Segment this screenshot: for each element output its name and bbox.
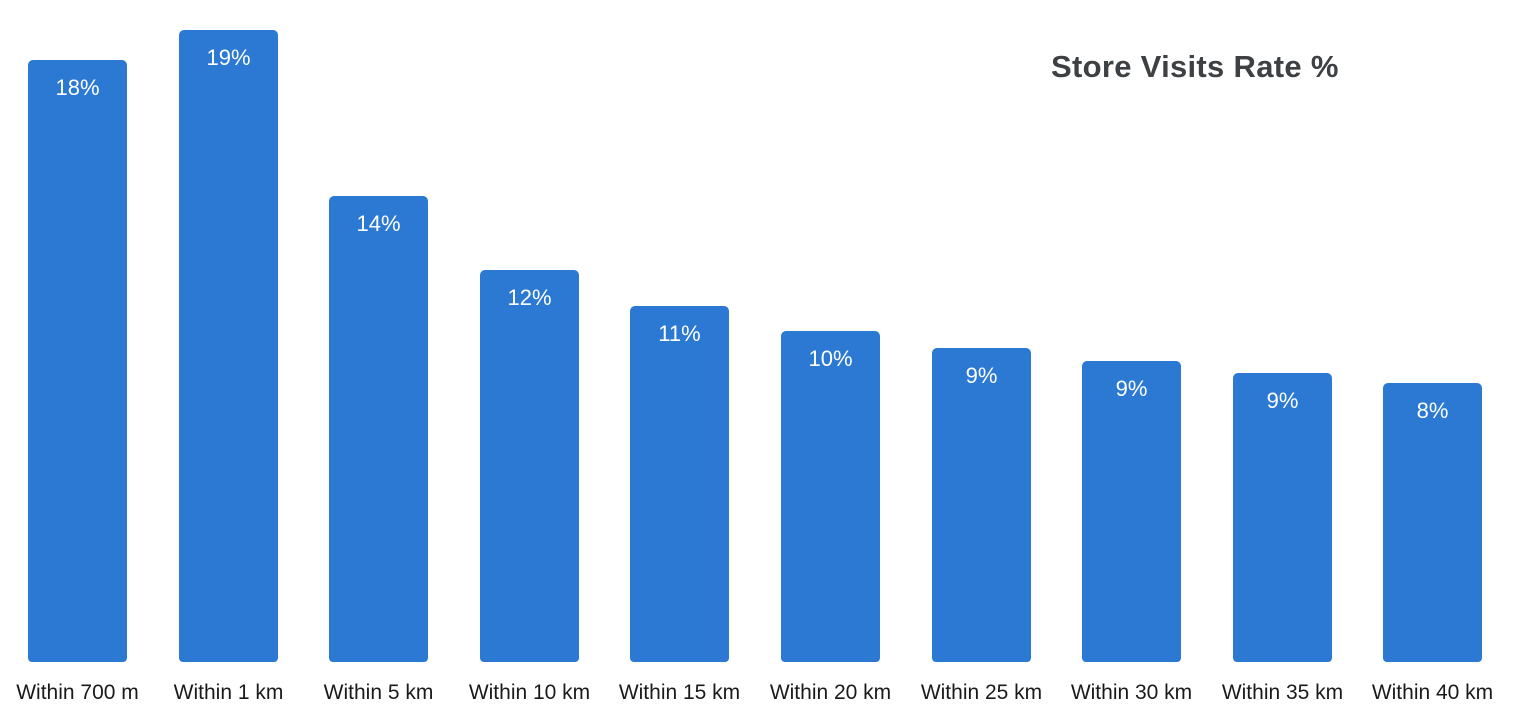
- bar-within-10-km[interactable]: 12%: [480, 270, 579, 662]
- x-axis-label: Within 20 km: [769, 681, 892, 704]
- x-axis-label: Within 30 km: [1070, 681, 1193, 704]
- bar-within-40-km[interactable]: 8%: [1383, 383, 1482, 662]
- bar-value-label: 8%: [1416, 398, 1449, 423]
- chart-title: Store Visits Rate %: [1051, 49, 1339, 84]
- bar-within-700-m[interactable]: 18%: [28, 60, 127, 662]
- bar-within-15-km[interactable]: 11%: [630, 306, 729, 662]
- x-axis-label: Within 15 km: [618, 681, 741, 704]
- bar-value-label: 9%: [1115, 376, 1148, 401]
- bar-value-label: 9%: [965, 363, 998, 388]
- x-axis-label: Within 35 km: [1221, 681, 1344, 704]
- bar-value-label: 14%: [356, 211, 401, 236]
- x-axis-label: Within 10 km: [468, 681, 591, 704]
- x-axis-label: Within 5 km: [323, 681, 434, 704]
- x-axis-label: Within 1 km: [173, 681, 284, 704]
- bar-value-label: 19%: [206, 45, 251, 70]
- bar-value-label: 10%: [808, 346, 853, 371]
- bar-within-25-km[interactable]: 9%: [932, 348, 1031, 662]
- bar-within-30-km[interactable]: 9%: [1082, 361, 1181, 662]
- bar-value-label: 18%: [55, 75, 100, 100]
- x-axis-label: Within 40 km: [1371, 681, 1494, 704]
- bar-within-20-km[interactable]: 10%: [781, 331, 880, 662]
- x-axis-label: Within 25 km: [920, 681, 1043, 704]
- x-axis-label: Within 700 m: [16, 681, 139, 704]
- bar-value-label: 11%: [658, 321, 701, 346]
- bar-value-label: 9%: [1266, 388, 1299, 413]
- bar-within-35-km[interactable]: 9%: [1233, 373, 1332, 662]
- bar-within-1-km[interactable]: 19%: [179, 30, 278, 662]
- bar-within-5-km[interactable]: 14%: [329, 196, 428, 662]
- bar-value-label: 12%: [507, 285, 552, 310]
